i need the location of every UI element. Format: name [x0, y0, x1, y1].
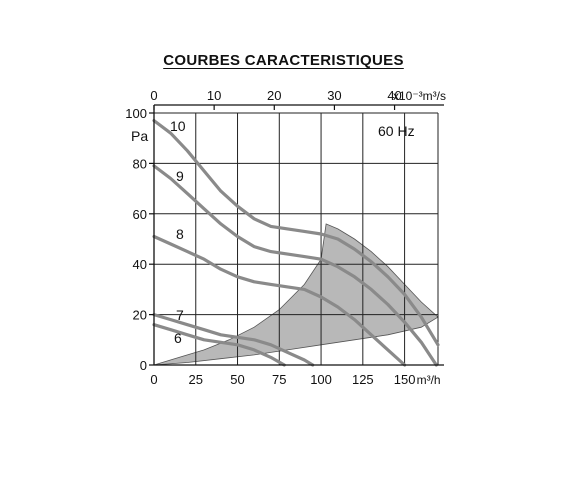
y-tick-label-60: 60: [133, 207, 147, 222]
curve-label-7: 7: [176, 307, 184, 323]
curve-8: [152, 234, 407, 367]
curve-9: [152, 164, 438, 367]
x-tick-label-50: 50: [230, 372, 244, 387]
x-tick-label-150: 150: [394, 372, 416, 387]
x-unit-bottom: m³/h: [417, 373, 441, 387]
x-tick-label-25: 25: [189, 372, 203, 387]
curve-label-9: 9: [176, 168, 184, 184]
curve-label-8: 8: [176, 226, 184, 242]
x-unit-top: x10⁻³m³/s: [393, 89, 446, 103]
y-tick-label-100: 100: [125, 106, 147, 121]
top-tick-label-30: 30: [327, 88, 341, 103]
frequency-annotation: 60 Hz: [378, 123, 415, 139]
x-tick-label-75: 75: [272, 372, 286, 387]
curve-7: [152, 313, 315, 367]
top-tick-label-0: 0: [150, 88, 157, 103]
x-tick-label-100: 100: [310, 372, 332, 387]
operating-region: [153, 223, 439, 366]
curve-label-10: 10: [170, 118, 186, 134]
curve-label-6: 6: [174, 330, 182, 346]
top-tick-label-10: 10: [207, 88, 221, 103]
curve-10: [152, 119, 440, 347]
chart-title: COURBES CARACTERISTIQUES: [163, 52, 404, 69]
y-tick-label-40: 40: [133, 257, 147, 272]
y-axis-label: Pa: [131, 128, 148, 144]
top-tick-label-20: 20: [267, 88, 281, 103]
x-tick-label-0: 0: [150, 372, 157, 387]
y-tick-label-0: 0: [140, 358, 147, 373]
curve-6: [152, 323, 286, 367]
y-tick-label-20: 20: [133, 308, 147, 323]
x-tick-label-125: 125: [352, 372, 374, 387]
top-tick-label-40: 40: [387, 88, 401, 103]
y-tick-label-80: 80: [133, 156, 147, 171]
